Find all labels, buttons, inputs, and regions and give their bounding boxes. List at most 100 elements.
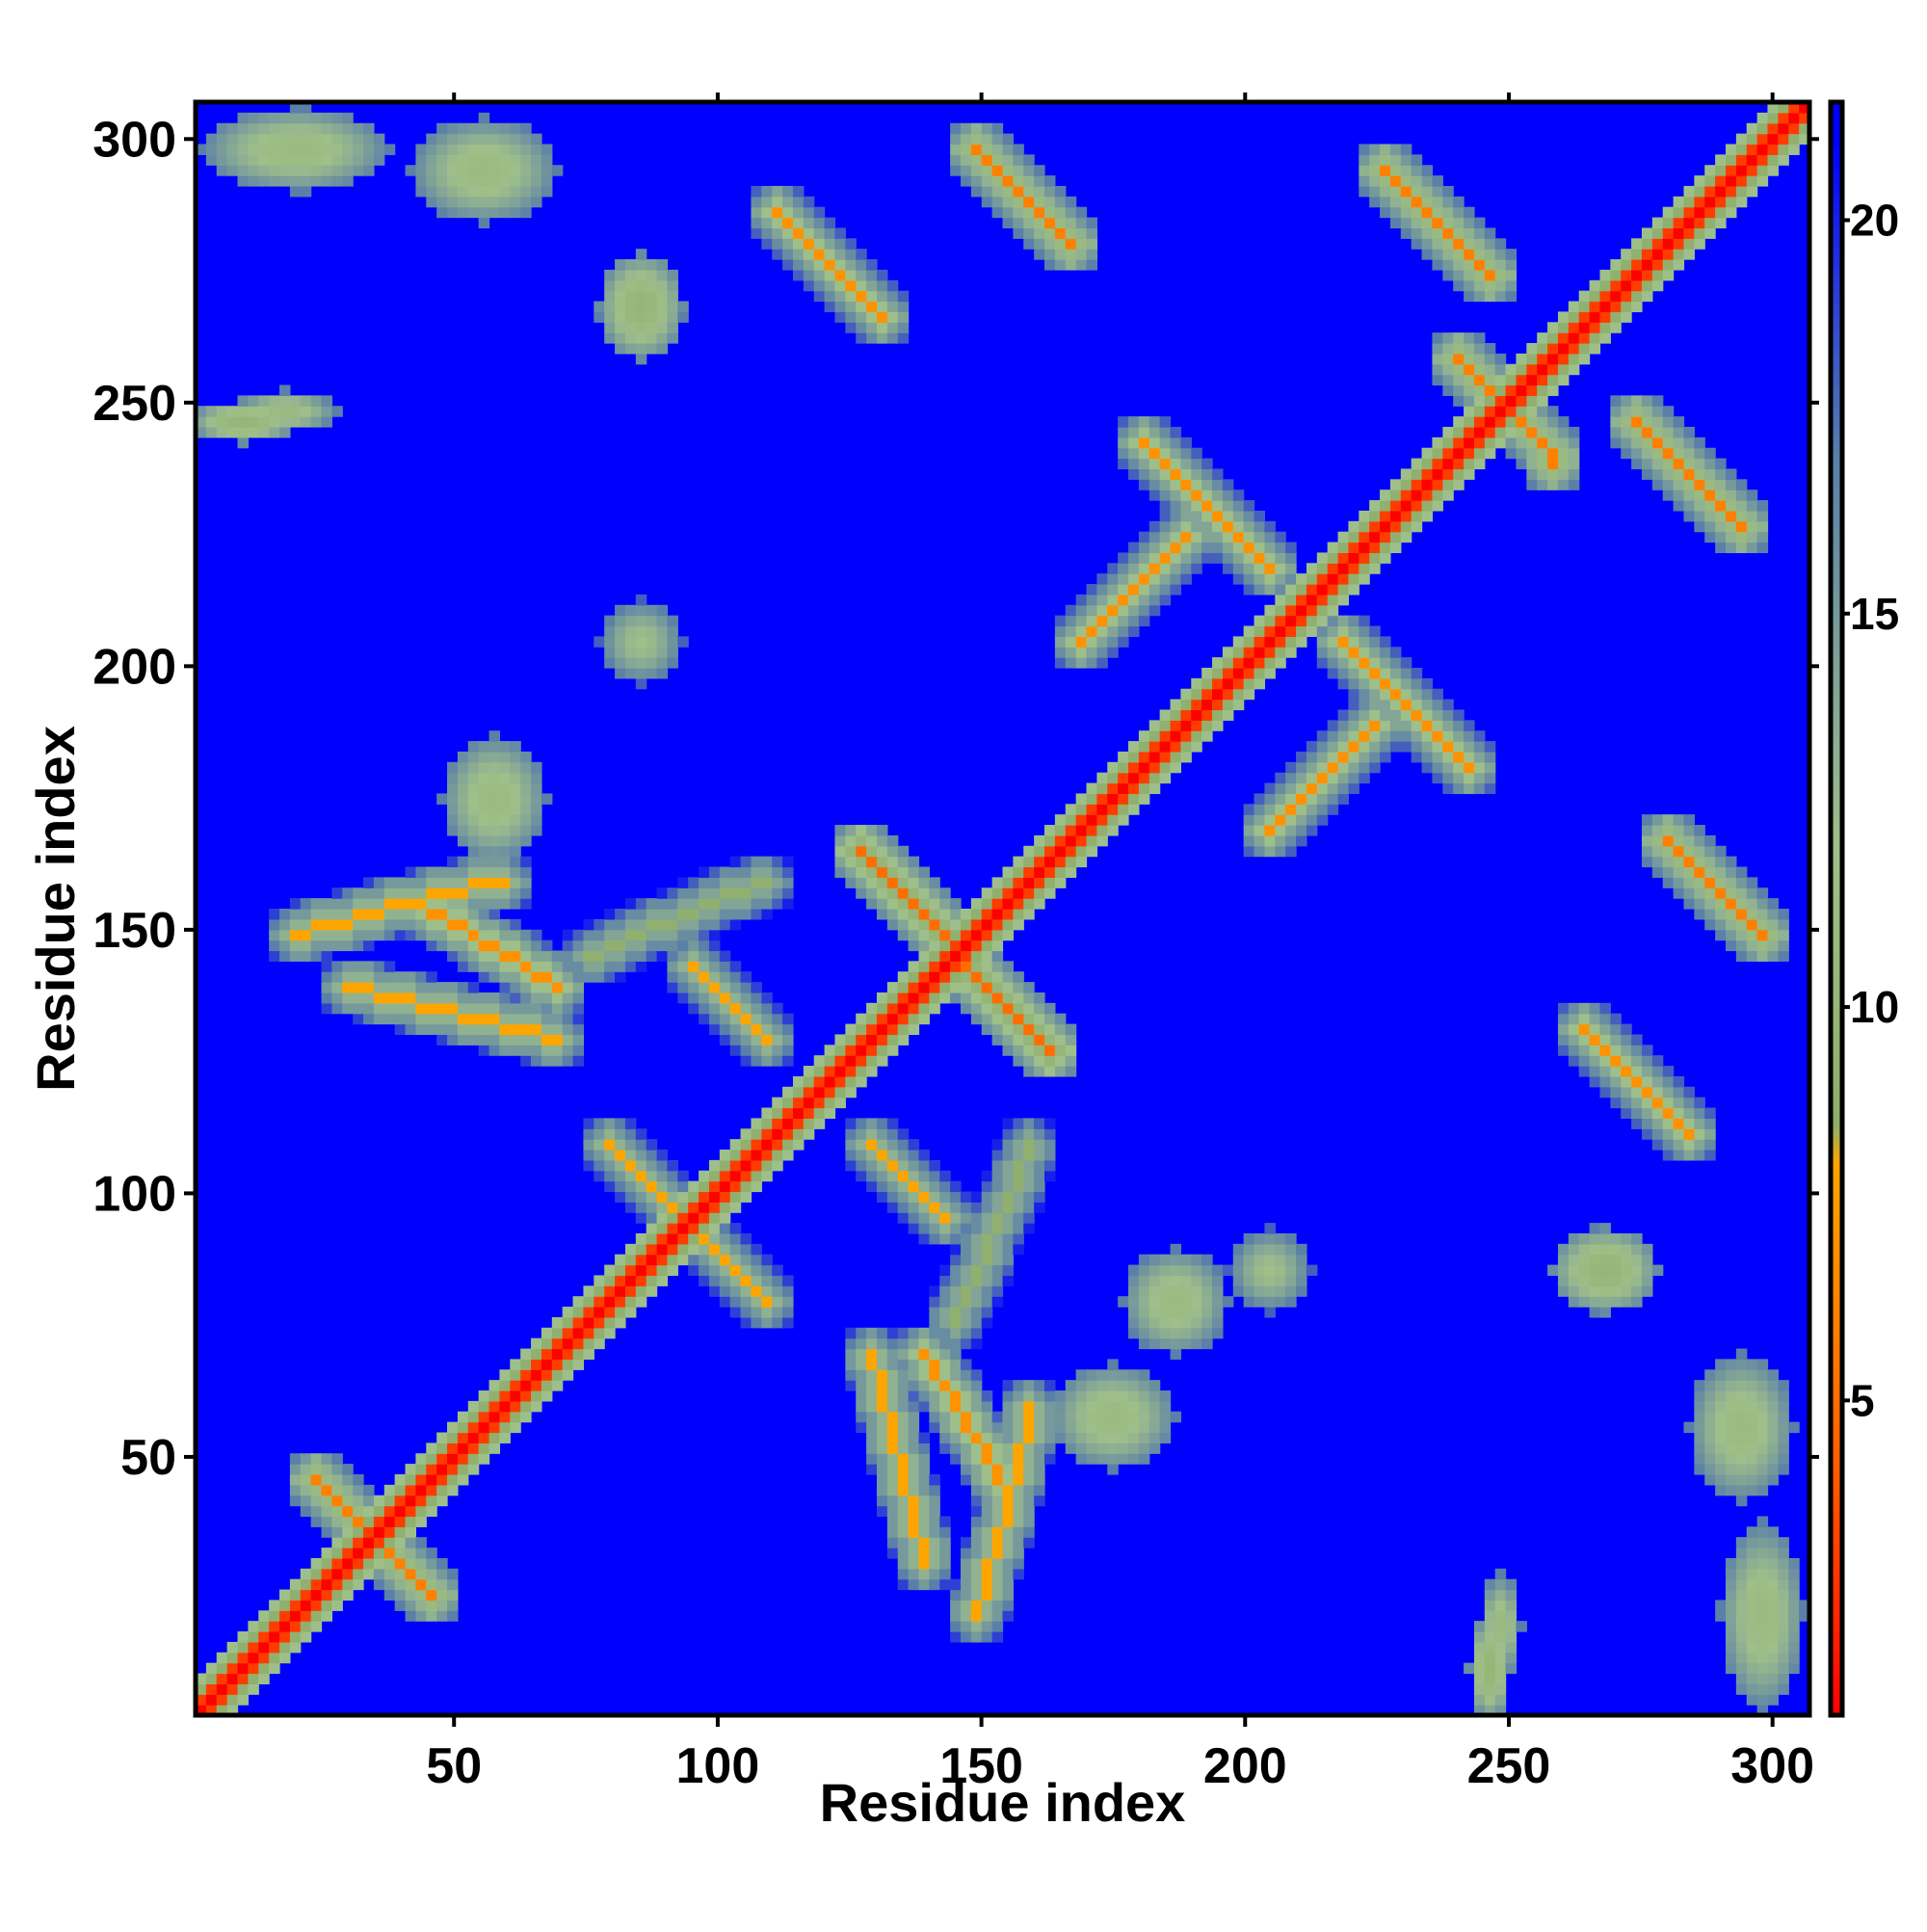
heatmap-cell xyxy=(1013,165,1024,176)
heatmap-cell xyxy=(426,1548,437,1559)
heatmap-cell xyxy=(394,1484,407,1496)
heatmap-cell xyxy=(970,1212,983,1224)
heatmap-cell xyxy=(1369,510,1381,522)
heatmap-cell xyxy=(1411,175,1423,187)
heatmap-cell xyxy=(1725,1641,1737,1654)
heatmap-cell xyxy=(1484,1631,1496,1643)
heatmap-cell xyxy=(1526,353,1538,365)
heatmap-cell xyxy=(1159,542,1172,554)
heatmap-cell xyxy=(1170,1337,1182,1350)
heatmap-cell xyxy=(1547,479,1559,490)
heatmap-cell xyxy=(970,1442,983,1454)
heatmap-cell xyxy=(667,940,678,952)
heatmap-cell xyxy=(499,950,511,962)
heatmap-cell xyxy=(1557,353,1570,365)
heatmap-cell xyxy=(1715,468,1727,480)
heatmap-cell xyxy=(1589,290,1601,303)
heatmap-cell xyxy=(604,625,616,637)
heatmap-cell xyxy=(1557,1254,1570,1266)
heatmap-cell xyxy=(866,1066,878,1077)
heatmap-cell xyxy=(856,825,867,836)
heatmap-cell xyxy=(353,1557,364,1570)
heatmap-cell xyxy=(237,144,249,155)
heatmap-cell xyxy=(321,416,332,428)
heatmap-cell xyxy=(981,1421,993,1434)
heatmap-cell xyxy=(1683,845,1695,858)
heatmap-cell xyxy=(1034,238,1045,250)
heatmap-cell xyxy=(1578,1013,1591,1025)
heatmap-cell xyxy=(562,1045,574,1056)
heatmap-cell xyxy=(1641,834,1653,847)
heatmap-cell xyxy=(1254,584,1266,595)
heatmap-cell xyxy=(1767,918,1779,931)
heatmap-cell xyxy=(510,1045,521,1056)
heatmap-cell xyxy=(520,825,532,836)
heatmap-cell xyxy=(1243,1285,1255,1297)
heatmap-cell xyxy=(908,1223,920,1234)
heatmap-cell xyxy=(1389,217,1402,229)
heatmap-cell xyxy=(1484,1662,1496,1675)
heatmap-cell xyxy=(981,1180,993,1193)
heatmap-cell xyxy=(1673,238,1685,250)
heatmap-cell xyxy=(269,112,280,124)
heatmap-cell xyxy=(866,279,878,292)
heatmap-cell xyxy=(866,301,878,312)
heatmap-cell xyxy=(803,1118,815,1129)
heatmap-cell xyxy=(1044,1159,1056,1172)
heatmap-cell xyxy=(1348,699,1359,711)
heatmap-cell xyxy=(708,1013,721,1025)
heatmap-cell xyxy=(551,1023,564,1036)
heatmap-cell xyxy=(1170,520,1182,533)
heatmap-cell xyxy=(1746,1683,1758,1695)
heatmap-cell xyxy=(394,1013,407,1025)
heatmap-cell xyxy=(499,929,511,941)
heatmap-cell xyxy=(1148,552,1161,564)
heatmap-cell xyxy=(908,1537,920,1548)
heatmap-cell xyxy=(279,406,291,417)
heatmap-cell xyxy=(1275,834,1286,847)
heatmap-cell xyxy=(1348,772,1359,784)
heatmap-cell xyxy=(856,1411,867,1423)
heatmap-cell xyxy=(1694,206,1705,219)
heatmap-cell xyxy=(1715,1369,1727,1381)
heatmap-cell xyxy=(1054,866,1067,878)
heatmap-cell xyxy=(583,1296,594,1308)
heatmap-cell xyxy=(457,1002,469,1015)
heatmap-cell xyxy=(1442,384,1454,396)
heatmap-cell xyxy=(1075,625,1088,637)
heatmap-cell xyxy=(1359,677,1370,690)
heatmap-cell xyxy=(1641,259,1653,271)
heatmap-cell xyxy=(310,1464,323,1475)
heatmap-cell xyxy=(981,1243,993,1256)
heatmap-cell xyxy=(1578,1066,1591,1077)
heatmap-cell xyxy=(1191,563,1202,574)
heatmap-cell xyxy=(1473,384,1486,396)
heatmap-cell xyxy=(300,122,312,135)
heatmap-cell xyxy=(394,1495,407,1507)
heatmap-cell xyxy=(258,144,270,155)
heatmap-cell xyxy=(488,1421,501,1434)
heatmap-cell xyxy=(1631,1275,1643,1286)
heatmap-cell xyxy=(1432,217,1443,229)
heatmap-cell xyxy=(960,1264,972,1277)
heatmap-cell xyxy=(1002,175,1014,187)
heatmap-cell xyxy=(520,782,532,795)
heatmap-cell xyxy=(1621,1275,1632,1286)
heatmap-cell xyxy=(1191,741,1202,753)
heatmap-cell xyxy=(699,887,710,899)
heatmap-cell xyxy=(1683,814,1695,826)
heatmap-cell xyxy=(1725,1400,1737,1413)
heatmap-cell xyxy=(1610,311,1622,323)
heatmap-cell xyxy=(1264,1307,1276,1318)
heatmap-cell xyxy=(1746,1631,1758,1643)
heatmap-cell xyxy=(1316,782,1329,795)
heatmap-cell xyxy=(520,804,532,815)
heatmap-cell xyxy=(856,1150,867,1161)
heatmap-cell xyxy=(751,1055,762,1067)
heatmap-cell xyxy=(383,1548,396,1559)
heatmap-cell xyxy=(708,898,721,910)
heatmap-cell xyxy=(834,856,846,868)
heatmap-cell xyxy=(1359,175,1370,187)
heatmap-cell xyxy=(624,269,637,281)
heatmap-cell xyxy=(688,898,700,910)
